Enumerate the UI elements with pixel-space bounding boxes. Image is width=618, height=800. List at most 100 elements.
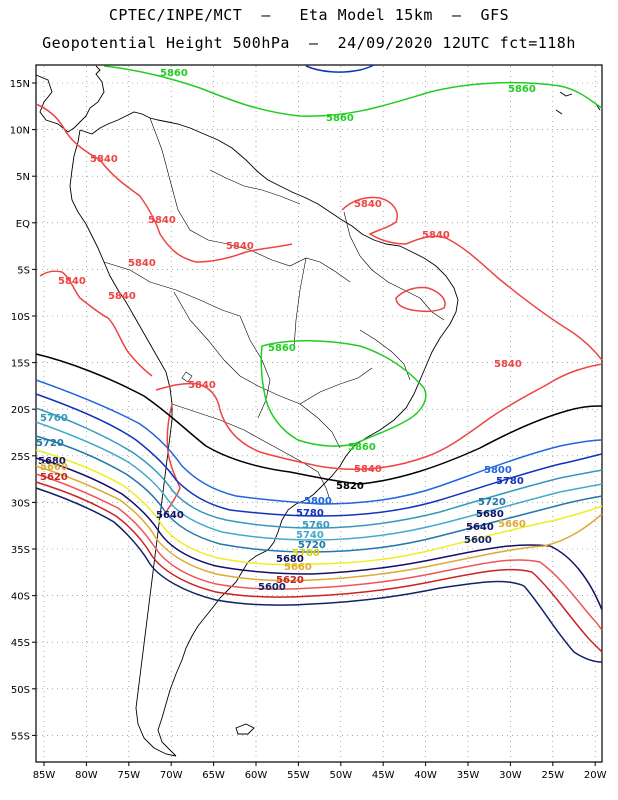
contour-label: 5840 (58, 276, 86, 287)
lon-tick-label: 55W (287, 770, 310, 781)
contour-label: 5840 (422, 230, 450, 241)
lat-tick-label: 10N (10, 126, 30, 137)
contour-label: 5740 (296, 530, 324, 541)
coastlines (35, 65, 601, 757)
contour-label: 5840 (108, 291, 136, 302)
lon-tick-label: 45W (372, 770, 395, 781)
lat-tick-label: 15N (10, 79, 30, 90)
contour-5680 (35, 457, 603, 611)
contour-label: 5760 (40, 413, 68, 424)
contour-5860-north (103, 65, 603, 117)
contour-label: 5720 (36, 438, 64, 449)
contour-5840-south (155, 363, 603, 471)
lat-tick-label: 10S (11, 312, 30, 323)
south-america-west-coast (69, 129, 177, 757)
contour-label: 5660 (40, 462, 68, 473)
contour-label: 5840 (90, 154, 118, 165)
contour-label: 5700 (292, 548, 320, 559)
lon-tick-label: 30W (499, 770, 522, 781)
contour-label: 5620 (40, 472, 68, 483)
contour-5600-north (305, 64, 375, 73)
lat-tick-label: 30S (11, 498, 30, 509)
map-frame (35, 64, 603, 763)
contour-label: 5600 (258, 582, 286, 593)
contour-label: 5620 (276, 575, 304, 586)
lat-tick-label: 5N (16, 172, 30, 183)
south-america-north-coast (79, 111, 459, 757)
lat-tick-label: 35S (11, 545, 30, 556)
contour-label: 5680 (38, 456, 66, 467)
lon-tick-label: 20W (584, 770, 607, 781)
contour-5620 (35, 481, 603, 653)
contour-label: 5840 (148, 215, 176, 226)
contour-5760 (35, 407, 603, 529)
contour-label: 5840 (354, 464, 382, 475)
lat-tick-label: 25S (11, 452, 30, 463)
map-title: CPTEC/INPE/MCT – Eta Model 15km – GFS (108, 6, 510, 24)
lat-tick-label: EQ (16, 219, 30, 230)
lat-tick-label: 5S (17, 265, 30, 276)
contour-label: 5860 (160, 68, 188, 79)
contour-label: 5660 (498, 519, 526, 530)
contour-label: 5840 (188, 380, 216, 391)
contour-label: 5840 (354, 199, 382, 210)
lat-tick-label: 45S (11, 638, 30, 649)
contour-5740 (35, 421, 603, 541)
contour-label: 5840 (128, 258, 156, 269)
central-america-coast (35, 65, 105, 133)
contour-5800 (35, 379, 603, 505)
contour-label: 5800 (484, 465, 512, 476)
contour-5840-ne-loop (395, 286, 446, 313)
contour-label: 5680 (476, 509, 504, 520)
lat-tick-label: 15S (11, 359, 30, 370)
contour-5640 (35, 473, 603, 631)
lon-tick-label: 40W (414, 770, 437, 781)
lon-tick-label: 85W (33, 770, 56, 781)
lakes (181, 371, 193, 383)
contour-label: 5860 (268, 343, 296, 354)
contour-label: 5860 (348, 442, 376, 453)
contour-5860-central (260, 340, 427, 447)
graticule (37, 66, 601, 761)
lat-tick-label: 55S (11, 731, 30, 742)
contour-5840-west (39, 270, 153, 377)
lon-tick-label: 60W (245, 770, 268, 781)
contour-5840-northeast (341, 196, 603, 361)
contour-label: 5640 (466, 522, 494, 533)
contour-label: 5720 (478, 497, 506, 508)
contour-label: 5860 (508, 84, 536, 95)
lon-tick-label: 80W (75, 770, 98, 781)
contour-label: 5780 (296, 508, 324, 519)
contour-label: 5780 (496, 476, 524, 487)
lat-tick-label: 20S (11, 405, 30, 416)
contour-label: 5840 (494, 359, 522, 370)
contour-5660 (35, 465, 603, 582)
lon-tick-label: 35W (457, 770, 480, 781)
axis-ticks: 85W 80W 75W 70W 65W 60W 55W 50W 45W 40W 35W 30W 25W 2… (10, 79, 607, 781)
contour-label: 5860 (326, 113, 354, 124)
lon-tick-label: 75W (117, 770, 140, 781)
country-borders (103, 117, 445, 501)
lon-tick-label: 25W (541, 770, 564, 781)
contour-label: 5720 (298, 540, 326, 551)
contour-5700 (35, 449, 603, 566)
lon-tick-label: 70W (160, 770, 183, 781)
lon-tick-label: 50W (329, 770, 352, 781)
contour-label: 5660 (284, 562, 312, 573)
contour-5840-north (35, 103, 293, 263)
contour-5600 (35, 487, 603, 663)
contour-label: 5680 (276, 554, 304, 565)
contour-label: 5840 (226, 241, 254, 252)
contour-label: 5760 (302, 520, 330, 531)
contour-5720 (35, 435, 603, 553)
lat-tick-label: 50S (11, 685, 30, 696)
contour-5840-coast (165, 403, 181, 513)
contours (35, 64, 603, 663)
contour-label: 5800 (304, 496, 332, 507)
map-subtitle: Geopotential Height 500hPa – 24/09/2020 … (42, 34, 576, 52)
contour-5820 (35, 353, 603, 485)
falklands (235, 723, 255, 735)
contour-labels: 5860 5860 5860 5860 5860 5840 5840 5840 … (36, 68, 536, 593)
lat-tick-label: 40S (11, 592, 30, 603)
